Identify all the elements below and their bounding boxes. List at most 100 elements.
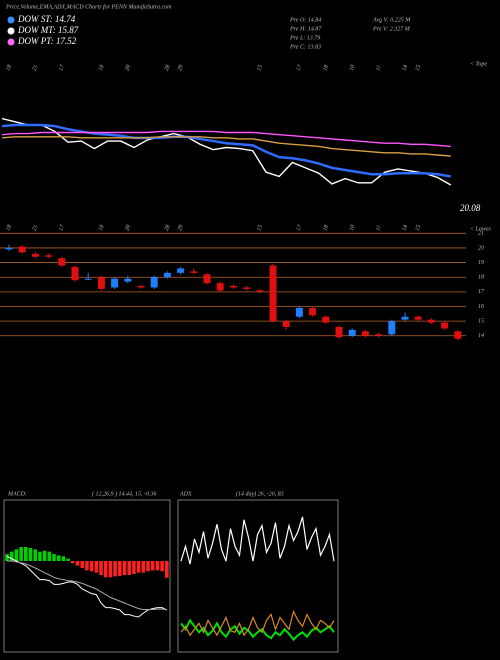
x-tick-label: 18 — [322, 64, 330, 72]
y-tick-label: 18 — [478, 275, 484, 281]
candle-body — [190, 271, 198, 273]
series-line — [1, 130, 451, 148]
series-line — [7, 560, 167, 611]
legend-label: DOW PT: 17.52 — [17, 36, 77, 46]
macd-bar — [61, 556, 66, 561]
candle-body — [348, 329, 356, 336]
stat: Pre H: 14.87 — [289, 25, 322, 32]
series-line — [180, 516, 335, 565]
macd-panel — [3, 499, 171, 653]
macd-bar — [136, 561, 141, 573]
adx-panel — [177, 499, 339, 653]
adx-params: (14 day) 26, -20, 83 — [236, 490, 284, 497]
x-tick-label: 10 — [349, 64, 357, 72]
macd-bar — [99, 561, 103, 575]
candle-body — [216, 283, 224, 291]
x-tick-label: 15 — [256, 224, 264, 232]
candle-body — [454, 331, 462, 339]
y-tick-label: 16 — [478, 304, 484, 310]
macd-bar — [89, 561, 94, 572]
legend-label: DOW MT: 15.87 — [17, 25, 79, 35]
macd-bar — [19, 547, 23, 561]
y-tick-label: 17 — [478, 289, 485, 295]
y-tick-label: 14 — [478, 332, 484, 339]
macd-bar — [146, 561, 150, 572]
candle-body — [45, 255, 53, 257]
macd-bar — [150, 561, 155, 571]
candle-body — [282, 321, 290, 327]
series-line — [180, 618, 335, 642]
adx-title: ADX — [179, 491, 192, 497]
mid-note: < Lowes — [470, 226, 492, 232]
x-tick-label: 15 — [415, 64, 423, 72]
legend-swatch — [7, 16, 15, 24]
macd-bar — [9, 551, 14, 561]
x-tick-label: 15 — [256, 64, 264, 72]
series-line — [180, 609, 335, 637]
series-line — [1, 136, 451, 157]
macd-bar — [47, 551, 52, 561]
price-label: 20.08 — [460, 203, 481, 213]
series-line — [1, 117, 452, 186]
x-tick-label: 18 — [98, 64, 106, 72]
candle-body — [124, 278, 132, 282]
x-tick-label: 29 — [177, 224, 185, 232]
candle-body — [375, 334, 383, 336]
legend-label: DOW ST: 14.74 — [17, 14, 76, 24]
candle-body — [177, 268, 185, 273]
candle-body — [441, 322, 449, 329]
x-tick-label: 21 — [32, 224, 40, 232]
x-tick-label: 17 — [296, 63, 304, 72]
candle-body — [31, 253, 39, 257]
candle-body — [229, 286, 237, 288]
x-tick-label: 14 — [401, 64, 410, 72]
x-tick-label: 17 — [58, 63, 66, 72]
macd-bar — [132, 561, 136, 575]
candle-body — [361, 331, 369, 336]
x-tick-label: 29 — [177, 64, 185, 72]
macd-params: ( 12,26,9 ) 14.44, 15, -0.36 — [92, 490, 157, 497]
candle-body — [388, 321, 396, 335]
candle-body — [309, 307, 317, 316]
y-tick-label: 20 — [478, 245, 484, 251]
candle-body — [58, 258, 66, 266]
macd-bar — [52, 554, 56, 561]
candle-body — [203, 274, 211, 284]
x-tick-label: 17 — [58, 223, 66, 232]
stat: Pre O: 14.84 — [289, 16, 321, 23]
candle-body — [150, 277, 158, 288]
candle-body — [5, 247, 13, 250]
top-note: < Tope — [470, 61, 487, 67]
x-tick-label: 15 — [415, 224, 423, 232]
x-tick-label: 11 — [375, 224, 383, 231]
page-title: Price,Volume,EMA,ADX,MACD Charts for PEN… — [5, 3, 172, 10]
x-tick-label: 18 — [6, 64, 14, 72]
candle-body — [322, 316, 330, 323]
macd-bar — [66, 558, 70, 561]
candle-body — [163, 272, 171, 278]
candle-body — [84, 278, 92, 280]
macd-bar — [141, 561, 146, 573]
x-tick-label: 18 — [6, 224, 14, 232]
macd-bar — [42, 550, 47, 561]
x-tick-label: 20 — [124, 224, 132, 232]
macd-bar — [118, 561, 122, 576]
macd-bar — [122, 561, 127, 575]
x-tick-label: 10 — [349, 224, 357, 232]
x-tick-label: 18 — [98, 224, 106, 232]
x-tick-label: 21 — [32, 64, 40, 72]
macd-bar — [75, 561, 80, 566]
legend-swatch — [7, 38, 15, 46]
candle-body — [137, 286, 145, 288]
candle-body — [97, 277, 105, 289]
candle-body — [335, 326, 343, 338]
macd-bar — [38, 551, 42, 561]
macd-title: MACD: — [7, 491, 27, 497]
macd-bar — [5, 554, 9, 561]
legend-swatch — [7, 27, 15, 35]
y-tick-label: 19 — [478, 260, 484, 266]
stat: Avg V: 0.225 M — [372, 17, 411, 23]
stat: Pre V: 2.327 M — [372, 26, 411, 32]
series-line — [6, 555, 168, 618]
